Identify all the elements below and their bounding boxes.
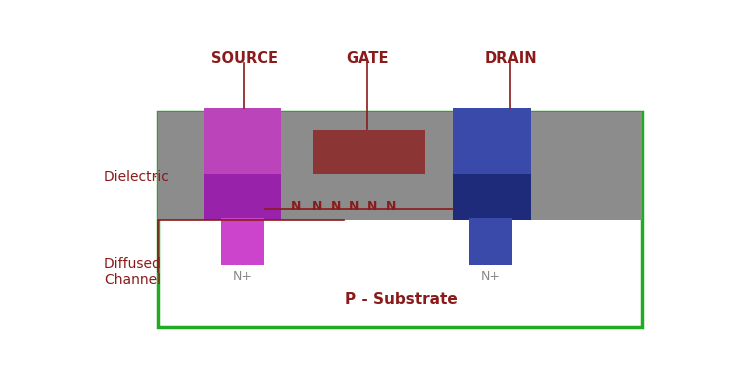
Text: SOURCE: SOURCE <box>211 51 278 66</box>
Bar <box>204 173 282 220</box>
Text: Dielectric: Dielectric <box>103 170 170 184</box>
Text: N: N <box>330 200 341 213</box>
Bar <box>158 112 642 220</box>
Bar <box>158 112 642 327</box>
Text: DRAIN: DRAIN <box>484 51 537 66</box>
Text: N+: N+ <box>480 270 500 282</box>
Bar <box>204 108 282 173</box>
Bar <box>313 130 425 173</box>
Text: N+: N+ <box>233 270 253 282</box>
Text: N: N <box>290 200 301 213</box>
Bar <box>453 173 531 220</box>
Text: N: N <box>313 200 323 213</box>
Bar <box>453 108 531 173</box>
Text: N: N <box>349 200 359 213</box>
Text: GATE: GATE <box>346 51 389 66</box>
Text: P - Substrate: P - Substrate <box>345 291 458 307</box>
Bar <box>469 218 512 265</box>
Text: N: N <box>386 200 396 213</box>
Text: Diffused
Channel: Diffused Channel <box>103 257 162 287</box>
Bar <box>221 218 265 265</box>
Text: N: N <box>367 200 378 213</box>
